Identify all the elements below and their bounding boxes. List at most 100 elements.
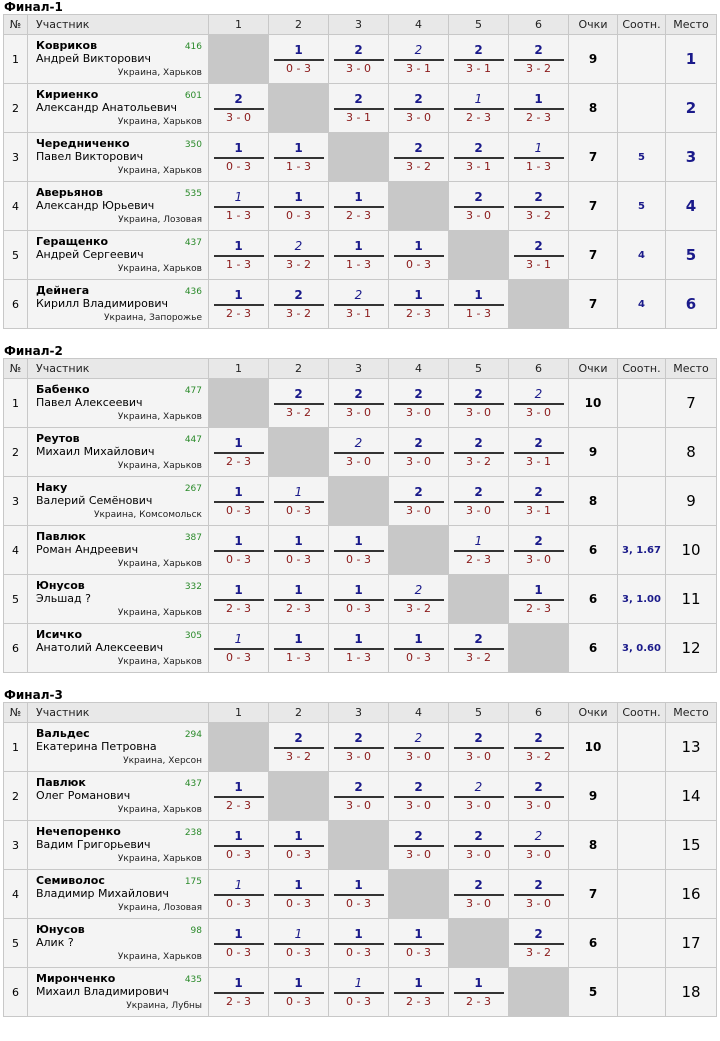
match-cell[interactable]: 1 0 - 3 [388,230,449,280]
match-cell[interactable]: 1 0 - 3 [208,918,269,968]
match-cell[interactable]: 2 3 - 2 [508,181,569,231]
match-cell[interactable]: 1 0 - 3 [268,476,329,526]
match-cell[interactable]: 1 0 - 3 [388,623,449,673]
match-cell[interactable]: 2 3 - 0 [508,525,569,575]
match-cell[interactable]: 2 3 - 2 [268,279,329,329]
player-last-name[interactable]: Нечепоренко [36,825,121,838]
match-cell[interactable]: 2 3 - 0 [388,83,449,133]
match-cell[interactable]: 2 3 - 1 [508,427,569,477]
match-cell[interactable]: 1 0 - 3 [328,525,389,575]
match-cell[interactable]: 2 3 - 0 [328,771,389,821]
match-cell[interactable]: 1 0 - 3 [328,869,389,919]
match-cell[interactable]: 1 2 - 3 [208,574,269,624]
player-last-name[interactable]: Вальдес [36,727,90,740]
player-last-name[interactable]: Павлюк [36,530,86,543]
match-cell[interactable]: 1 2 - 3 [448,967,509,1017]
match-cell[interactable]: 2 3 - 0 [388,771,449,821]
match-cell[interactable]: 2 3 - 1 [508,230,569,280]
match-cell[interactable]: 2 3 - 2 [388,574,449,624]
player-last-name[interactable]: Исичко [36,628,83,641]
match-cell[interactable]: 1 2 - 3 [508,574,569,624]
match-cell[interactable]: 1 2 - 3 [388,279,449,329]
match-cell[interactable]: 1 0 - 3 [208,132,269,182]
player-last-name[interactable]: Геращенко [36,235,109,248]
match-cell[interactable]: 2 3 - 1 [328,83,389,133]
match-cell[interactable]: 2 3 - 0 [388,722,449,772]
player-last-name[interactable]: Аверьянов [36,186,103,199]
match-cell[interactable]: 2 3 - 0 [448,181,509,231]
match-cell[interactable]: 1 0 - 3 [268,820,329,870]
match-cell[interactable]: 2 3 - 0 [448,722,509,772]
match-cell[interactable]: 2 3 - 2 [268,722,329,772]
player-last-name[interactable]: Семиволос [36,874,105,887]
match-cell[interactable]: 2 3 - 0 [448,869,509,919]
match-cell[interactable]: 2 3 - 2 [508,34,569,84]
player-last-name[interactable]: Юнусов [36,923,85,936]
match-cell[interactable]: 1 2 - 3 [208,771,269,821]
match-cell[interactable]: 2 3 - 0 [328,427,389,477]
match-cell[interactable]: 1 1 - 3 [328,623,389,673]
match-cell[interactable]: 2 3 - 1 [508,476,569,526]
match-cell[interactable]: 2 3 - 0 [448,820,509,870]
match-cell[interactable]: 1 0 - 3 [268,918,329,968]
match-cell[interactable]: 2 3 - 2 [268,230,329,280]
match-cell[interactable]: 2 3 - 2 [508,722,569,772]
match-cell[interactable]: 2 3 - 2 [268,378,329,428]
match-cell[interactable]: 1 0 - 3 [208,869,269,919]
player-last-name[interactable]: Бабенко [36,383,90,396]
match-cell[interactable]: 2 3 - 0 [448,476,509,526]
match-cell[interactable]: 2 3 - 0 [328,722,389,772]
match-cell[interactable]: 1 1 - 3 [448,279,509,329]
match-cell[interactable]: 2 3 - 1 [328,279,389,329]
match-cell[interactable]: 2 3 - 0 [448,378,509,428]
match-cell[interactable]: 2 3 - 1 [388,34,449,84]
match-cell[interactable]: 1 2 - 3 [388,967,449,1017]
match-cell[interactable]: 1 2 - 3 [268,574,329,624]
match-cell[interactable]: 2 3 - 0 [388,378,449,428]
match-cell[interactable]: 1 1 - 3 [268,132,329,182]
player-last-name[interactable]: Чередниченко [36,137,130,150]
match-cell[interactable]: 2 3 - 2 [448,623,509,673]
match-cell[interactable]: 1 2 - 3 [448,83,509,133]
player-last-name[interactable]: Дейнега [36,284,90,297]
match-cell[interactable]: 2 3 - 0 [388,476,449,526]
match-cell[interactable]: 1 0 - 3 [328,574,389,624]
match-cell[interactable]: 1 2 - 3 [208,279,269,329]
match-cell[interactable]: 1 0 - 3 [208,623,269,673]
match-cell[interactable]: 2 3 - 0 [388,820,449,870]
player-last-name[interactable]: Юнусов [36,579,85,592]
match-cell[interactable]: 1 0 - 3 [328,918,389,968]
match-cell[interactable]: 2 3 - 1 [448,34,509,84]
match-cell[interactable]: 2 3 - 2 [448,427,509,477]
match-cell[interactable]: 1 0 - 3 [388,918,449,968]
match-cell[interactable]: 1 1 - 3 [208,181,269,231]
match-cell[interactable]: 2 3 - 0 [508,869,569,919]
player-last-name[interactable]: Миронченко [36,972,116,985]
player-last-name[interactable]: Наку [36,481,68,494]
match-cell[interactable]: 2 3 - 0 [508,771,569,821]
match-cell[interactable]: 1 1 - 3 [328,230,389,280]
match-cell[interactable]: 2 3 - 0 [328,34,389,84]
match-cell[interactable]: 1 0 - 3 [268,967,329,1017]
match-cell[interactable]: 1 1 - 3 [208,230,269,280]
match-cell[interactable]: 1 1 - 3 [508,132,569,182]
match-cell[interactable]: 1 0 - 3 [208,820,269,870]
match-cell[interactable]: 1 2 - 3 [208,427,269,477]
player-last-name[interactable]: Реутов [36,432,80,445]
match-cell[interactable]: 2 3 - 2 [508,918,569,968]
match-cell[interactable]: 2 3 - 2 [388,132,449,182]
player-last-name[interactable]: Павлюк [36,776,86,789]
match-cell[interactable]: 1 2 - 3 [448,525,509,575]
player-last-name[interactable]: Ковриков [36,39,98,52]
match-cell[interactable]: 2 3 - 0 [388,427,449,477]
match-cell[interactable]: 2 3 - 0 [508,378,569,428]
match-cell[interactable]: 1 0 - 3 [208,476,269,526]
match-cell[interactable]: 1 0 - 3 [268,34,329,84]
match-cell[interactable]: 1 0 - 3 [268,869,329,919]
match-cell[interactable]: 2 3 - 0 [508,820,569,870]
match-cell[interactable]: 1 2 - 3 [508,83,569,133]
match-cell[interactable]: 1 2 - 3 [208,967,269,1017]
match-cell[interactable]: 1 0 - 3 [268,181,329,231]
match-cell[interactable]: 1 2 - 3 [328,181,389,231]
player-last-name[interactable]: Кириенко [36,88,99,101]
